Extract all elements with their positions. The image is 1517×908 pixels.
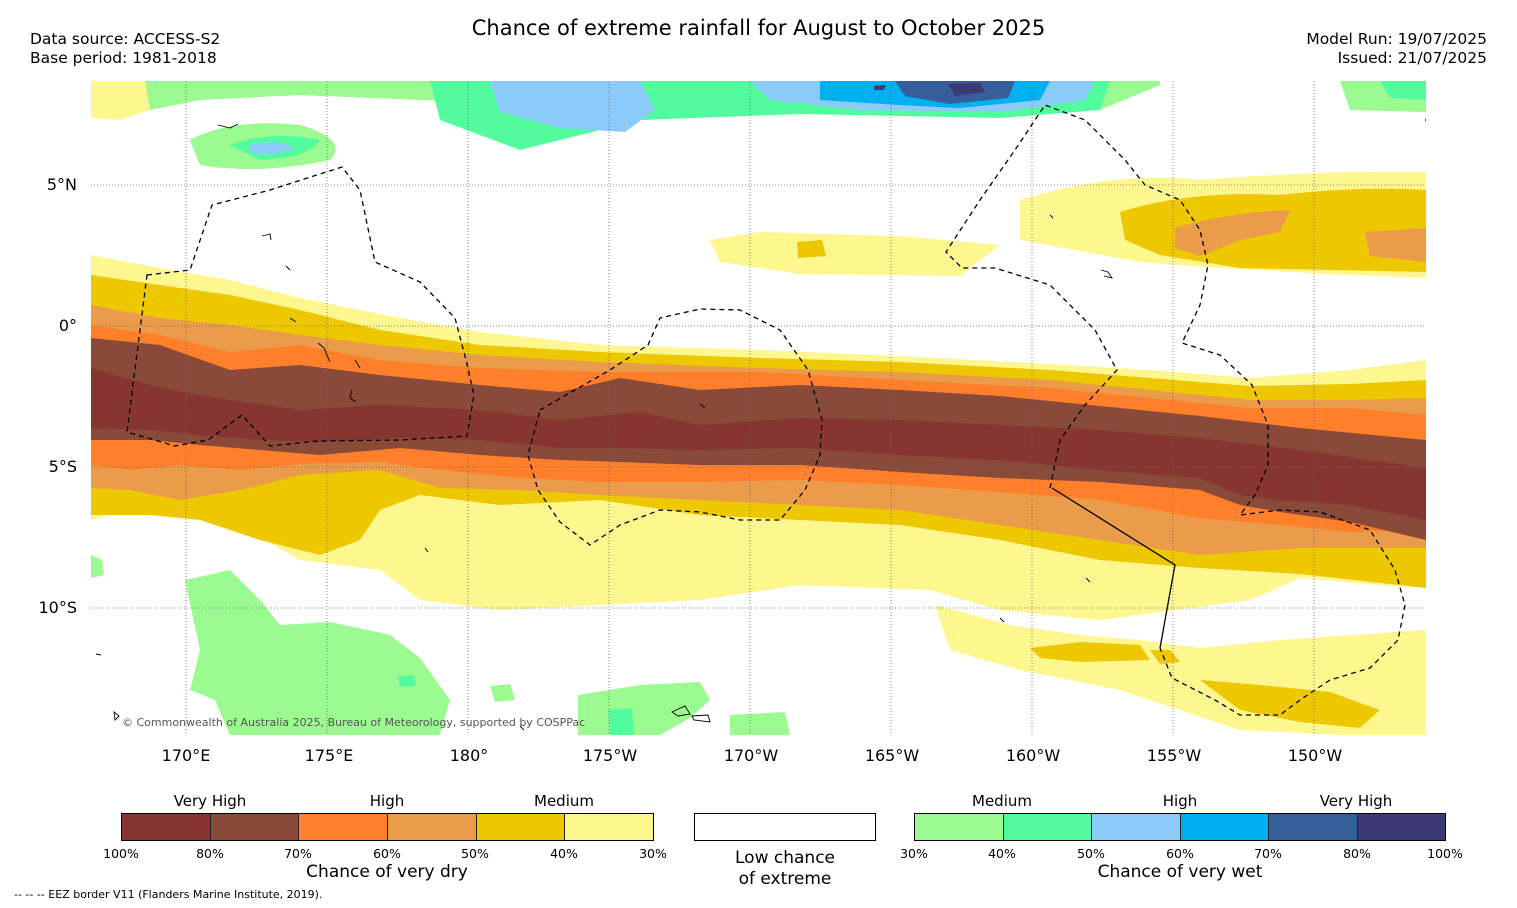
lon-label-150w: 150°W bbox=[1287, 746, 1343, 765]
source-info: Data source: ACCESS-S2 Base period: 1981… bbox=[30, 30, 220, 68]
dry-legend-caption: Chance of very dry bbox=[306, 862, 468, 882]
low-chance-caption: Low chance of extreme bbox=[735, 848, 835, 890]
dry-colorbar bbox=[121, 813, 654, 841]
wet-tick: 50% bbox=[1077, 846, 1105, 861]
dry-swatch-6 bbox=[565, 814, 654, 840]
lat-label-5n: 5°N bbox=[46, 175, 77, 194]
dry-level-high: High bbox=[369, 792, 405, 810]
data-source-label: Data source: ACCESS-S2 bbox=[30, 30, 221, 48]
lat-label-5s: 5°S bbox=[48, 457, 77, 476]
wet-tick: 70% bbox=[1254, 846, 1282, 861]
dry-band-80 bbox=[91, 368, 1426, 520]
wet-swatch-6 bbox=[1357, 814, 1445, 840]
wet-level-very-high: Very High bbox=[1319, 792, 1393, 810]
wet-swatch-2 bbox=[1003, 814, 1092, 840]
lat-label-10s: 10°S bbox=[38, 598, 77, 617]
wet-swatch-5 bbox=[1269, 814, 1358, 840]
lon-label-155w: 155°W bbox=[1146, 746, 1202, 765]
base-period-label: Base period: 1981-2018 bbox=[30, 49, 217, 67]
copyright-notice: © Commonwealth of Australia 2025, Bureau… bbox=[122, 716, 586, 729]
wet-colorbar bbox=[914, 813, 1446, 841]
wet-tick: 100% bbox=[1427, 846, 1463, 861]
dry-swatch-3 bbox=[299, 814, 389, 840]
lon-label-175w: 175°W bbox=[582, 746, 638, 765]
wet-tick: 60% bbox=[1166, 846, 1194, 861]
rainfall-field bbox=[91, 81, 1426, 735]
lon-label-180: 180° bbox=[449, 746, 489, 765]
low-chance-line2: of extreme bbox=[738, 869, 832, 889]
wet-band-north-80 bbox=[948, 83, 985, 96]
dry-level-medium: Medium bbox=[534, 792, 594, 810]
dry-tick: 100% bbox=[103, 846, 139, 861]
dry-tick: 50% bbox=[461, 846, 489, 861]
dry-tick: 30% bbox=[639, 846, 667, 861]
dry-tick: 70% bbox=[284, 846, 312, 861]
eez-footnote: -- -- -- EEZ border V11 (Flanders Marine… bbox=[14, 888, 323, 901]
dry-swatch-4 bbox=[388, 814, 477, 840]
wet-swatch-1 bbox=[915, 814, 1004, 840]
run-info: Model Run: 19/07/2025 Issued: 21/07/2025 bbox=[1306, 30, 1487, 68]
low-chance-swatch bbox=[694, 813, 876, 841]
dry-level-very-high: Very High bbox=[173, 792, 247, 810]
wet-tick: 40% bbox=[988, 846, 1016, 861]
graticule bbox=[91, 81, 1426, 735]
lat-label-0: 0° bbox=[58, 316, 77, 335]
dry-swatch-1 bbox=[122, 814, 211, 840]
wet-band-north-50 bbox=[490, 81, 655, 132]
model-run-label: Model Run: 19/07/2025 bbox=[1306, 30, 1487, 48]
lon-label-175e: 175°E bbox=[304, 746, 354, 765]
wet-tick: 80% bbox=[1343, 846, 1371, 861]
wet-tick: 30% bbox=[900, 846, 928, 861]
dry-swatch-5 bbox=[476, 814, 566, 840]
lon-label-165w: 165°W bbox=[864, 746, 920, 765]
dry-swatch-2 bbox=[210, 814, 300, 840]
islands bbox=[95, 123, 1114, 731]
lon-label-170w: 170°W bbox=[723, 746, 779, 765]
eez-borders bbox=[126, 104, 1426, 716]
dry-tick: 60% bbox=[373, 846, 401, 861]
wet-patch-south-west bbox=[185, 570, 450, 735]
low-chance-line1: Low chance bbox=[735, 848, 835, 868]
dry-tick: 80% bbox=[196, 846, 224, 861]
lon-label-170e: 170°E bbox=[161, 746, 211, 765]
wet-swatch-3 bbox=[1092, 814, 1181, 840]
wet-swatch-4 bbox=[1180, 814, 1269, 840]
dry-tick: 40% bbox=[550, 846, 578, 861]
lon-label-160w: 160°W bbox=[1005, 746, 1061, 765]
issued-label: Issued: 21/07/2025 bbox=[1337, 49, 1487, 67]
map-title: Chance of extreme rainfall for August to… bbox=[471, 16, 1046, 40]
wet-legend-caption: Chance of very wet bbox=[1097, 862, 1263, 882]
wet-level-high: High bbox=[1162, 792, 1198, 810]
eez-solid-border bbox=[1051, 487, 1176, 649]
wet-level-medium: Medium bbox=[972, 792, 1032, 810]
